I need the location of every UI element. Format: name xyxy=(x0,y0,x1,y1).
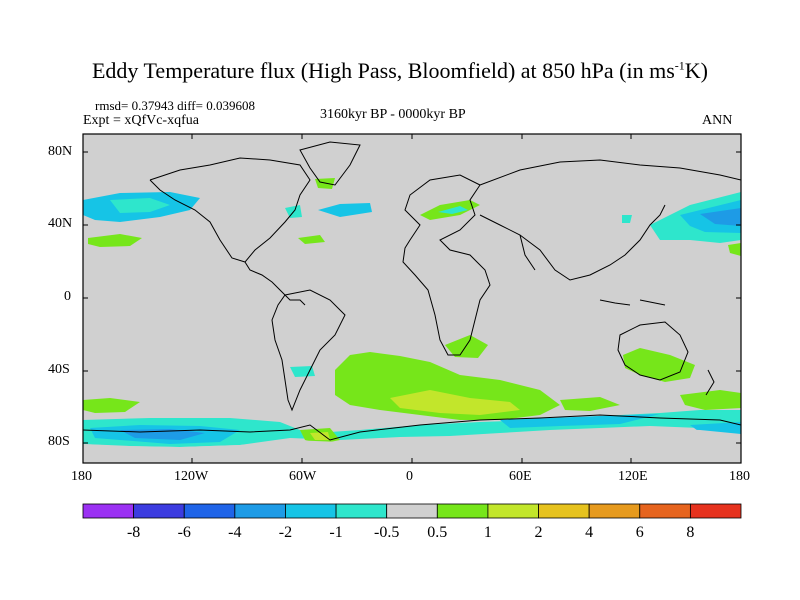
colorbar-swatch xyxy=(183,503,236,519)
lon-tick-label: 120W xyxy=(174,469,209,484)
colorbar-label: 2 xyxy=(535,524,543,541)
season-label: ANN xyxy=(702,113,733,128)
colorbar-swatch xyxy=(436,503,489,519)
colorbar-label: 1 xyxy=(484,524,492,541)
colorbar-swatch xyxy=(234,503,286,519)
contour-region xyxy=(110,198,170,213)
lon-tick-label: 60W xyxy=(289,469,317,484)
colorbar-label: 6 xyxy=(636,524,644,541)
lon-tick-label: 180 xyxy=(71,469,92,484)
lat-tick-label: 40S xyxy=(48,362,70,377)
time-period-label: 3160kyr BP - 0000kyr BP xyxy=(320,107,466,122)
colorbar-label: -8 xyxy=(127,524,140,541)
colorbar-swatch xyxy=(335,503,388,519)
lat-tick-label: 0 xyxy=(64,289,71,304)
contour-region xyxy=(680,390,741,410)
map-ticks xyxy=(83,134,741,463)
colorbar-swatch xyxy=(386,503,438,519)
contour-region xyxy=(310,432,330,440)
lon-tick-label: 60E xyxy=(509,469,532,484)
flux-contours xyxy=(83,178,741,463)
contour-region xyxy=(390,390,520,415)
contour-region xyxy=(445,335,488,358)
colorbar-label: 8 xyxy=(686,524,694,541)
contour-region xyxy=(83,428,741,463)
colorbar-label: -0.5 xyxy=(374,524,399,541)
contour-region xyxy=(500,414,660,428)
coastlines xyxy=(83,141,741,441)
contour-region xyxy=(318,203,372,217)
contour-region xyxy=(622,215,632,223)
lat-tick-label: 80S xyxy=(48,434,70,449)
colorbar-swatch xyxy=(538,503,590,519)
colorbar-swatch xyxy=(639,503,691,519)
lon-tick-label: 120E xyxy=(618,469,648,484)
colorbar-label: -1 xyxy=(329,524,342,541)
contour-region xyxy=(290,366,315,377)
colorbar-label: -6 xyxy=(178,524,191,541)
lat-tick-label: 80N xyxy=(48,144,73,159)
colorbar-label: 0.5 xyxy=(427,524,447,541)
colorbar-swatch xyxy=(285,503,337,519)
lon-tick-label: 180 xyxy=(729,469,750,484)
colorbar-swatch xyxy=(689,503,742,519)
colorbar-label: -4 xyxy=(228,524,241,541)
rmsd-diff-stats: rmsd= 0.37943 diff= 0.039608 xyxy=(95,98,255,113)
plot-title: Eddy Temperature flux (High Pass, Bloomf… xyxy=(91,58,708,83)
colorbar-swatch xyxy=(487,503,539,519)
contour-region xyxy=(88,234,142,247)
contour-region xyxy=(560,397,620,411)
contour-region xyxy=(438,206,468,214)
contour-region xyxy=(700,208,741,226)
colorbar-swatch xyxy=(133,503,185,519)
colorbar-label: 4 xyxy=(585,524,593,541)
lon-tick-label: 0 xyxy=(406,469,413,484)
colorbar-swatch xyxy=(82,503,135,519)
contour-region xyxy=(728,243,741,256)
colorbar-label: -2 xyxy=(279,524,292,541)
colorbar-swatch xyxy=(588,503,641,519)
contour-region xyxy=(298,235,325,244)
experiment-label: Expt = xQfVc-xqfua xyxy=(83,113,199,128)
lat-tick-label: 40N xyxy=(48,216,73,231)
contour-region xyxy=(83,398,140,413)
